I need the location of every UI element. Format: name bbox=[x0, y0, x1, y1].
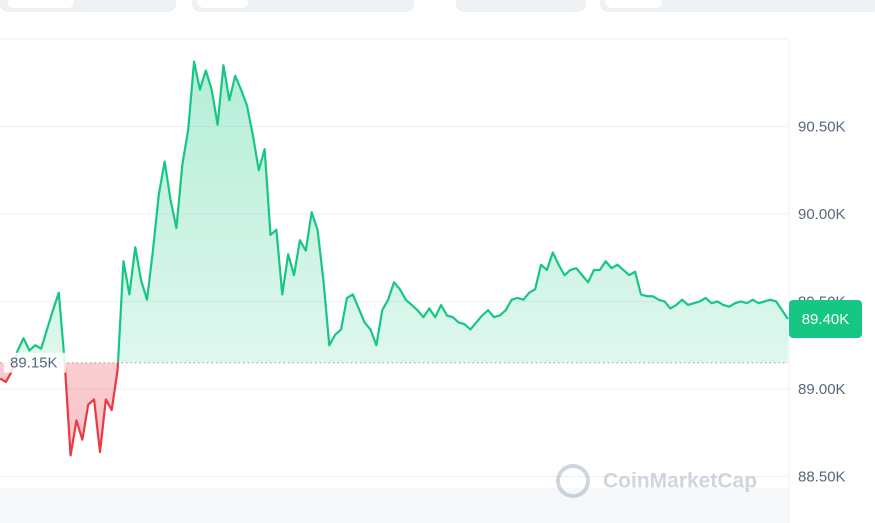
tab-group[interactable] bbox=[600, 0, 875, 12]
tab[interactable] bbox=[198, 0, 248, 8]
y-tick-label: 90.00K bbox=[798, 206, 846, 223]
tab[interactable] bbox=[8, 0, 74, 8]
tab-group[interactable] bbox=[456, 0, 586, 12]
area-below-baseline bbox=[0, 362, 788, 456]
baseline-label-bg bbox=[4, 352, 66, 373]
y-tick-label: 90.50K bbox=[798, 118, 846, 135]
price-line bbox=[13, 60, 789, 363]
baseline-label: 89.15K bbox=[10, 355, 58, 372]
y-tick-label: 88.50K bbox=[798, 468, 846, 485]
range-navigator[interactable] bbox=[0, 488, 789, 523]
tab[interactable] bbox=[606, 0, 662, 8]
price-line-below bbox=[0, 362, 120, 457]
y-tick-label: 89.00K bbox=[798, 381, 846, 398]
current-price-badge bbox=[789, 299, 862, 338]
watermark: CoinMarketCap bbox=[556, 464, 757, 498]
current-price-label: 89.40K bbox=[802, 311, 850, 328]
area-above-baseline bbox=[14, 61, 788, 363]
watermark-text: CoinMarketCap bbox=[603, 470, 757, 493]
watermark-logo bbox=[556, 464, 590, 498]
